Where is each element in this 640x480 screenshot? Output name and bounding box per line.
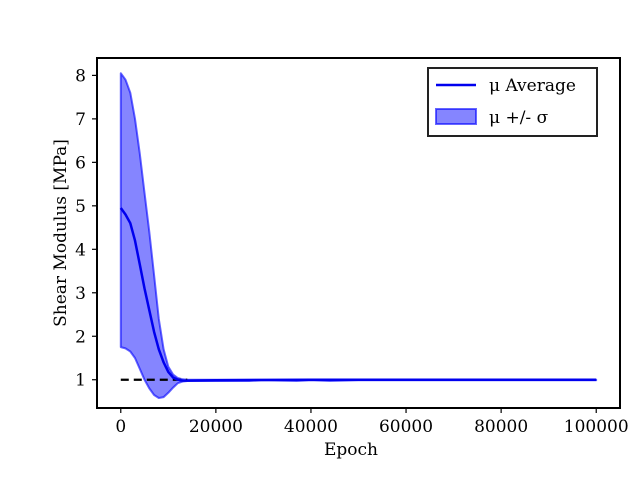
x-tick-label: 100000 [564, 417, 629, 437]
legend: μ Average μ +/- σ [427, 67, 598, 137]
x-axis-ticks: 0 20000 40000 60000 80000 100000 [115, 408, 629, 437]
y-tick-label: 4 [75, 240, 86, 260]
legend-swatch-band [435, 108, 477, 125]
legend-label-band: μ +/- σ [489, 108, 549, 128]
plot-frame [96, 57, 621, 409]
x-tick-label: 20000 [189, 417, 243, 437]
y-tick-label: 5 [75, 197, 86, 217]
y-tick-label: 7 [75, 110, 86, 130]
average-line [119, 207, 597, 382]
x-axis-label: Epoch [324, 440, 378, 460]
legend-label-average: μ Average [489, 76, 576, 96]
x-tick-label: 0 [115, 417, 126, 437]
y-axis-label: Shear Modulus [MPa] [51, 139, 71, 327]
y-tick-label: 8 [75, 66, 86, 86]
x-tick-label: 40000 [284, 417, 338, 437]
plot-area [119, 72, 598, 399]
y-tick-label: 2 [75, 327, 86, 347]
x-tick-label: 60000 [379, 417, 433, 437]
y-tick-label: 6 [75, 153, 86, 173]
y-axis-ticks: 1 2 3 4 5 6 7 8 [75, 66, 97, 391]
y-tick-label: 3 [75, 284, 86, 304]
x-tick-label: 80000 [474, 417, 528, 437]
y-tick-label: 1 [75, 371, 86, 391]
